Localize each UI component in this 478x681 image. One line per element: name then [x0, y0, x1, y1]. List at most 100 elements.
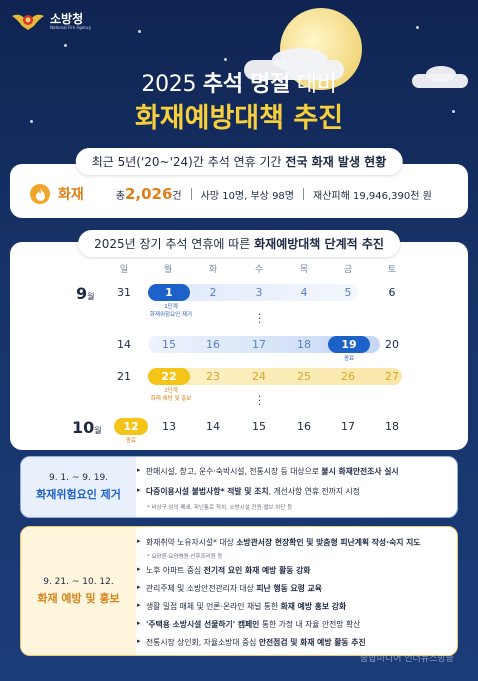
bullet-bold: 피난 행동 요령 교육: [256, 584, 322, 593]
day-cell: 17: [341, 420, 355, 433]
bullet-bold: '주택용 소방시설 선물하기' 캠페인: [146, 620, 260, 629]
stage1-date-range: 9. 1. ~ 9. 19.: [48, 472, 109, 483]
month-number: 10: [72, 418, 95, 437]
weekday-wed: 수: [254, 265, 264, 275]
continuation-dots: · · ·: [258, 392, 262, 411]
day-cell: 24: [252, 370, 266, 383]
bullet-item: 노후 아파트 중심 전기적 요인 화재 예방 활동 강화: [137, 565, 311, 576]
bullet-text: 생활 밀접 매체 및 언론·온라인 채널 통한: [146, 602, 281, 611]
total-prefix: 총: [115, 190, 125, 202]
stage1-end-marker: 19: [328, 336, 370, 353]
stage1-range-bar: [148, 336, 380, 353]
divider: [190, 188, 192, 200]
bullet-text: 전통시장 상인회, 자율소방대 중심: [146, 638, 259, 647]
stage2-label: 2단계: [164, 388, 178, 394]
weekday-thu: 목: [299, 265, 309, 275]
day-cell: 12: [123, 420, 139, 433]
cloud-illustration: [426, 66, 456, 82]
bullet-item: 다중이용시설 불법사항* 적발 및 조치, 개선사항 연휴 전까지 시정: [137, 486, 360, 497]
stage1-range-bar: [148, 284, 358, 301]
day-cell: 21: [117, 370, 131, 383]
day-cell: 2: [209, 286, 217, 299]
calendar-heading-prefix: 2025년 장기 추석 연휴에 따른: [94, 237, 255, 251]
month-unit: 월: [94, 426, 102, 435]
bullet-bold: 전기적 요인 화재 예방 활동 강화: [203, 566, 311, 575]
star-decoration: [224, 58, 227, 61]
page-title-line2: 화재예방대책 추진: [134, 103, 344, 134]
bullet-subnote: * 비상구 임의 폐쇄, 피난통로 적치, 소방시설 전원·밸브 차단 등: [147, 505, 293, 511]
bullet-item: 관리주체 및 소방안전관리자 대상 피난 행동 요령 교육: [137, 583, 322, 594]
bullet-subnote: * 요양원·요양병원·산후조리원 등: [147, 554, 223, 560]
stage1-end-note: 종료: [343, 356, 355, 362]
stage1-title: 화재위험요인 제거: [36, 487, 121, 501]
bullet-bold: 불시 화재안전조사 실시: [321, 467, 399, 476]
broadcaster-watermark-sub: 종합미디어 언더뉴스방송: [360, 654, 454, 664]
month-unit: 월: [87, 292, 95, 301]
fire-icon: [30, 184, 50, 204]
stage1-start-marker: 1: [148, 284, 190, 301]
stage1-label: 1단계: [164, 304, 178, 310]
bullet-text: 화재취약 노유자시설* 대상: [146, 538, 237, 547]
stage2-title: 화재 예방 및 홍보: [37, 591, 120, 605]
stage1-detail-box: 9. 1. ~ 9. 19. 화재위험요인 제거 판매시설, 창고, 운수·숙박…: [20, 456, 458, 518]
divider: [303, 188, 304, 200]
broadcaster-watermark: TJB·TO방송: [366, 631, 439, 646]
cloud-illustration: [272, 48, 328, 72]
bullet-text: 통한 가정 내 자율 안전망 확산: [259, 620, 361, 629]
day-cell: 16: [206, 338, 220, 351]
stage2-end-note: 종료: [125, 438, 137, 444]
bullet-bold: 다중이용시설 불법사항* 적발 및 조치: [146, 487, 269, 496]
weekday-tue: 화: [208, 265, 218, 275]
stage2-desc: 화재 예방 및 홍보: [150, 396, 192, 402]
weekday-sat: 토: [387, 265, 397, 275]
weekday-mon: 월: [163, 265, 173, 275]
bullet-bold: 소방관서장 현장확인 및 맞춤형 피난계획 작성·숙지 지도: [236, 538, 421, 547]
stage1-detail-header: 9. 1. ~ 9. 19. 화재위험요인 제거: [21, 457, 136, 517]
bullet-item: '주택용 소방시설 선물하기' 캠페인 통한 가정 내 자율 안전망 확산: [137, 619, 361, 630]
day-cell: 19: [341, 338, 357, 351]
day-cell: 20: [385, 338, 399, 351]
fire-agency-emblem-icon: [10, 8, 46, 34]
stage2-detail-header: 9. 21. ~ 10. 12. 화재 예방 및 홍보: [21, 527, 136, 655]
fire-label: 화재: [58, 187, 84, 203]
fire-stats-row: 화재 총 2,026 건 사망 10명, 부상 98명 재산피해 19,946,…: [30, 184, 432, 204]
bullet-bold: 안전점검 및 화재 예방 활동 추진: [258, 638, 366, 647]
stage2-detail-box: 9. 21. ~ 10. 12. 화재 예방 및 홍보 화재취약 노유자시설* …: [20, 526, 458, 656]
star-decoration: [30, 120, 33, 123]
calendar-section-heading: 2025년 장기 추석 연휴에 따른 화재예방대책 단계적 추진: [78, 230, 400, 257]
day-cell: 18: [297, 338, 311, 351]
month-october-label: 10월: [72, 418, 102, 437]
bullet-item: 전통시장 상인회, 자율소방대 중심 안전점검 및 화재 예방 활동 추진: [137, 637, 366, 648]
day-cell: 14: [206, 420, 220, 433]
bullet-text: 노후 아파트 중심: [146, 566, 204, 575]
calendar-heading-bold: 화재예방대책 단계적 추진: [254, 237, 384, 251]
stage2-date-range: 9. 21. ~ 10. 12.: [43, 576, 114, 587]
day-cell: 3: [255, 286, 263, 299]
star-decoration: [452, 110, 455, 113]
day-cell: 16: [297, 420, 311, 433]
star-decoration: [64, 44, 67, 47]
day-cell: 18: [385, 420, 399, 433]
day-cell: 31: [117, 286, 131, 299]
bullet-bold: 화재 예방 홍보 강화: [280, 602, 347, 611]
month-number: 9: [76, 284, 88, 303]
day-cell: 15: [252, 420, 266, 433]
weekday-fri: 금: [343, 265, 353, 275]
bullet-item: 화재취약 노유자시설* 대상 소방관서장 현장확인 및 맞춤형 피난계획 작성·…: [137, 537, 421, 548]
bullet-text: 관리주체 및 소방안전관리자 대상: [146, 584, 257, 593]
brand-name: 소방청: [50, 11, 84, 26]
day-cell: 25: [297, 370, 311, 383]
page-title-line1: 2025 추석 명절 대비: [0, 66, 478, 98]
title-suffix: 대비: [296, 72, 337, 97]
bullet-item: 생활 밀접 매체 및 언론·온라인 채널 통한 화재 예방 홍보 강화: [137, 601, 347, 612]
day-cell: 14: [117, 338, 131, 351]
day-cell: 23: [206, 370, 220, 383]
stats-heading-prefix: 최근 5년('20~'24)간 추석 연휴 기간: [91, 155, 286, 169]
star-decoration: [416, 26, 419, 29]
day-cell: 5: [344, 286, 352, 299]
total-count: 2,026: [124, 185, 173, 203]
title-bold: 추석 명절: [202, 72, 291, 97]
day-cell: 4: [300, 286, 308, 299]
stage2-note: 2단계 화재 예방 및 홍보: [136, 387, 206, 403]
day-cell: 27: [385, 370, 399, 383]
